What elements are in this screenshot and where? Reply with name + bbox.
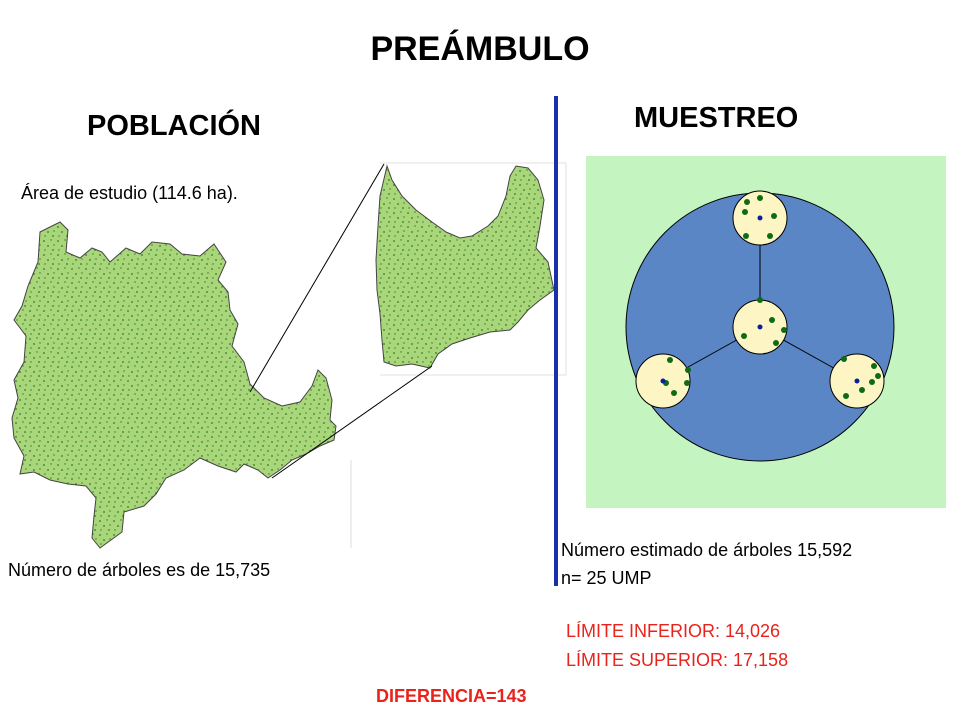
zoomed-inset-map <box>375 164 555 369</box>
upper-limit-label: LÍMITE SUPERIOR: 17,158 <box>566 650 789 670</box>
tree-dots <box>663 195 881 399</box>
tree-dot <box>743 233 749 239</box>
center-dot <box>757 324 763 330</box>
center-dot <box>854 378 860 384</box>
center-dot <box>757 215 763 221</box>
tree-dot <box>781 327 787 333</box>
sample-size-label: n= 25 UMP <box>561 568 652 588</box>
tree-dot <box>843 393 849 399</box>
tree-dot <box>871 363 877 369</box>
tree-dot <box>869 379 875 385</box>
plot-center-dots <box>660 215 860 384</box>
difference-label: DIFERENCIA=143 <box>376 686 527 706</box>
tree-count-label: Número de árboles es de 15,735 <box>8 560 271 580</box>
tree-dot <box>742 209 748 215</box>
tree-dot <box>767 233 773 239</box>
tree-dot <box>859 387 865 393</box>
tree-dot <box>773 340 779 346</box>
center-dot <box>660 378 666 384</box>
tree-dot <box>744 199 750 205</box>
tree-dot <box>685 367 691 373</box>
lower-limit-label: LÍMITE INFERIOR: 14,026 <box>566 621 781 641</box>
slide-title: PREÁMBULO <box>370 30 590 68</box>
study-area-label: Área de estudio (114.6 ha). <box>21 183 238 203</box>
tree-dot <box>667 357 673 363</box>
muestreo-heading: MUESTREO <box>634 102 799 134</box>
study-area-map <box>11 221 337 549</box>
tree-dot <box>684 380 690 386</box>
zoom-line-bottom <box>271 365 433 479</box>
tree-dot <box>769 317 775 323</box>
tree-dot <box>875 373 881 379</box>
tree-dot <box>757 297 763 303</box>
zoom-line-top <box>249 163 385 393</box>
tree-dot <box>841 356 847 362</box>
estimated-trees-label: Número estimado de árboles 15,592 <box>561 540 853 560</box>
tree-dot <box>757 195 763 201</box>
poblacion-heading: POBLACIÓN <box>87 110 261 142</box>
tree-dot <box>741 333 747 339</box>
tree-dot <box>771 213 777 219</box>
tree-dot <box>671 390 677 396</box>
